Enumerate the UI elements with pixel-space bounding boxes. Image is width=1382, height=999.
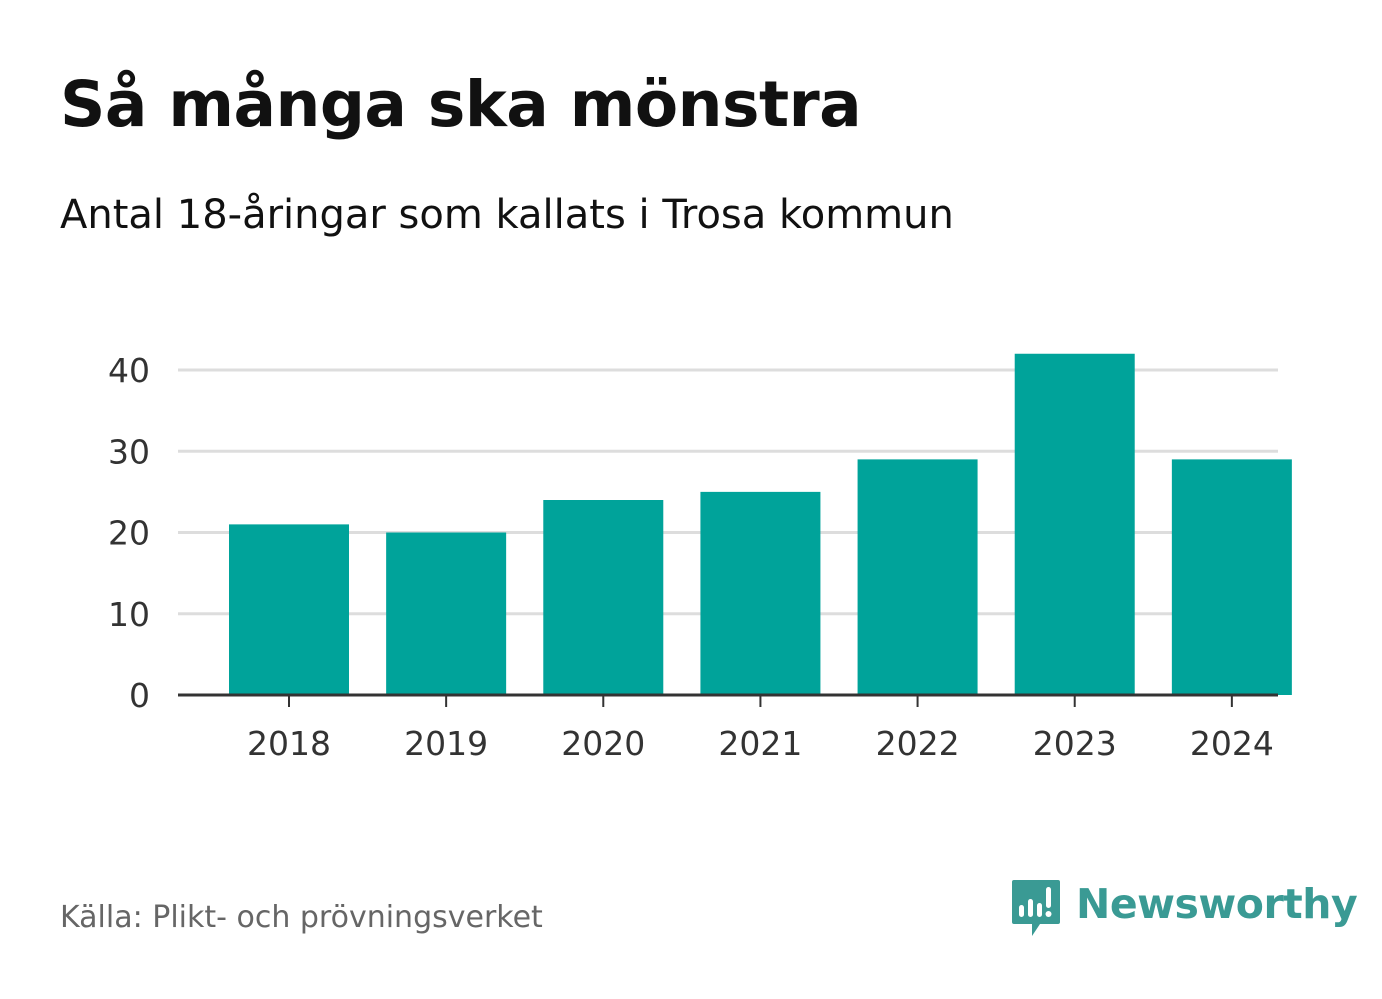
- x-tick-label-2023: 2023: [1033, 724, 1117, 763]
- bar-2018: [229, 524, 349, 695]
- bar-2022: [857, 459, 978, 695]
- x-tick-label-2020: 2020: [561, 724, 645, 763]
- y-tick-label-10: 10: [108, 595, 150, 634]
- x-tick-label-2022: 2022: [876, 724, 960, 763]
- bar-2019: [386, 532, 507, 695]
- y-tick-label-40: 40: [108, 351, 150, 390]
- newsworthy-logo[interactable]: Newsworthy: [1010, 878, 1358, 942]
- x-tick-label-2018: 2018: [247, 724, 331, 763]
- bar-2023: [1014, 353, 1135, 695]
- x-axis: [178, 693, 1278, 707]
- source-note: Källa: Plikt- och prövningsverket: [60, 900, 543, 935]
- y-axis-labels: 0 10 20 30 40: [108, 351, 150, 715]
- y-tick-label-20: 20: [108, 514, 150, 553]
- y-tick-label-0: 0: [129, 676, 150, 715]
- bar-2024: [1171, 459, 1292, 695]
- brand-name: Newsworthy: [1076, 880, 1358, 928]
- x-tick-label-2021: 2021: [718, 724, 802, 763]
- chart-subtitle: Antal 18-åringar som kallats i Trosa kom…: [60, 192, 954, 238]
- bar-2021: [700, 491, 821, 695]
- y-tick-label-30: 30: [108, 432, 150, 471]
- bars: [229, 353, 1292, 695]
- x-tick-label-2024: 2024: [1190, 724, 1274, 763]
- x-axis-labels: 2018 2019 2020 2021 2022 2023 2024: [247, 724, 1274, 763]
- chart-title: Så många ska mönstra: [60, 68, 862, 141]
- x-tick-label-2019: 2019: [404, 724, 488, 763]
- bar-2020: [543, 500, 664, 695]
- newsworthy-chart-icon: [1012, 880, 1060, 936]
